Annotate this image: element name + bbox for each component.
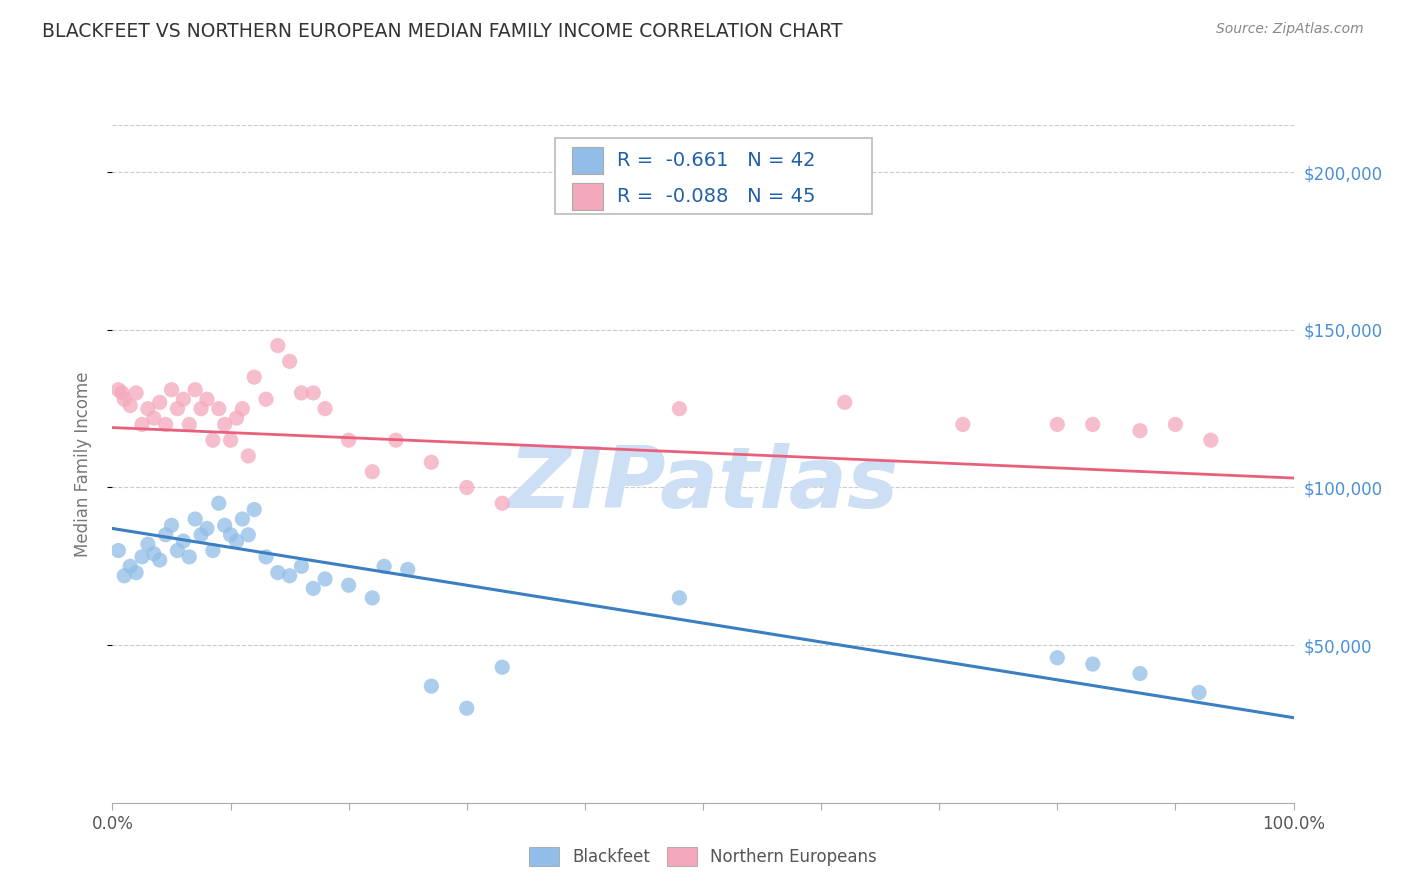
- Point: [243, 502, 266, 516]
- Point: [155, 528, 177, 542]
- Point: [111, 385, 134, 400]
- Point: [290, 559, 312, 574]
- Point: [1081, 657, 1104, 671]
- Point: [172, 534, 194, 549]
- Point: [1199, 433, 1222, 447]
- Point: [668, 591, 690, 605]
- Point: [166, 543, 188, 558]
- Point: [131, 549, 153, 564]
- Point: [219, 433, 242, 447]
- Point: [179, 549, 201, 564]
- Point: [225, 411, 247, 425]
- Point: [112, 568, 135, 582]
- Point: [120, 559, 142, 574]
- Point: [1188, 685, 1211, 699]
- Point: [112, 392, 135, 407]
- Point: [195, 392, 218, 407]
- Point: [337, 433, 360, 447]
- Text: BLACKFEET VS NORTHERN EUROPEAN MEDIAN FAMILY INCOME CORRELATION CHART: BLACKFEET VS NORTHERN EUROPEAN MEDIAN FA…: [42, 22, 842, 41]
- Text: R =  -0.088   N = 45: R = -0.088 N = 45: [617, 186, 815, 206]
- Point: [184, 383, 207, 397]
- Point: [120, 399, 142, 413]
- Point: [243, 370, 266, 384]
- Point: [225, 534, 247, 549]
- Point: [1164, 417, 1187, 432]
- Point: [125, 385, 148, 400]
- Point: [396, 562, 419, 576]
- Point: [190, 528, 212, 542]
- Point: [184, 512, 207, 526]
- Legend: Blackfeet, Northern Europeans: Blackfeet, Northern Europeans: [523, 840, 883, 872]
- Point: [107, 543, 129, 558]
- Point: [149, 395, 172, 409]
- Point: [373, 559, 395, 574]
- Point: [201, 433, 224, 447]
- Point: [254, 549, 277, 564]
- Point: [160, 383, 183, 397]
- Point: [1129, 666, 1152, 681]
- Point: [278, 354, 301, 368]
- Point: [1046, 650, 1069, 665]
- Point: [231, 512, 253, 526]
- Y-axis label: Median Family Income: Median Family Income: [73, 371, 91, 557]
- Point: [491, 496, 513, 510]
- Point: [952, 417, 974, 432]
- Point: [254, 392, 277, 407]
- Point: [136, 401, 159, 416]
- Point: [190, 401, 212, 416]
- Point: [456, 481, 478, 495]
- Point: [201, 543, 224, 558]
- Point: [314, 572, 336, 586]
- Point: [278, 568, 301, 582]
- Point: [125, 566, 148, 580]
- Text: ZIPatlas: ZIPatlas: [508, 442, 898, 525]
- Point: [314, 401, 336, 416]
- Point: [420, 679, 443, 693]
- Point: [231, 401, 253, 416]
- Point: [219, 528, 242, 542]
- Point: [142, 547, 165, 561]
- Point: [834, 395, 856, 409]
- Point: [172, 392, 194, 407]
- Point: [214, 518, 236, 533]
- Point: [142, 411, 165, 425]
- Point: [166, 401, 188, 416]
- Point: [1046, 417, 1069, 432]
- Text: Source: ZipAtlas.com: Source: ZipAtlas.com: [1216, 22, 1364, 37]
- Point: [107, 383, 129, 397]
- Point: [361, 591, 384, 605]
- Point: [420, 455, 443, 469]
- Point: [149, 553, 172, 567]
- Point: [160, 518, 183, 533]
- Point: [668, 401, 690, 416]
- Point: [195, 521, 218, 535]
- Point: [385, 433, 408, 447]
- Point: [302, 582, 325, 596]
- Point: [238, 449, 260, 463]
- Point: [238, 528, 260, 542]
- Point: [131, 417, 153, 432]
- Point: [267, 338, 290, 352]
- Point: [208, 496, 231, 510]
- Point: [491, 660, 513, 674]
- Text: R =  -0.661   N = 42: R = -0.661 N = 42: [617, 151, 815, 170]
- Point: [136, 537, 159, 551]
- Point: [337, 578, 360, 592]
- Point: [1129, 424, 1152, 438]
- Point: [155, 417, 177, 432]
- Point: [179, 417, 201, 432]
- Point: [361, 465, 384, 479]
- Point: [1081, 417, 1104, 432]
- Point: [290, 385, 312, 400]
- Point: [456, 701, 478, 715]
- Point: [302, 385, 325, 400]
- Point: [208, 401, 231, 416]
- Point: [214, 417, 236, 432]
- Point: [267, 566, 290, 580]
